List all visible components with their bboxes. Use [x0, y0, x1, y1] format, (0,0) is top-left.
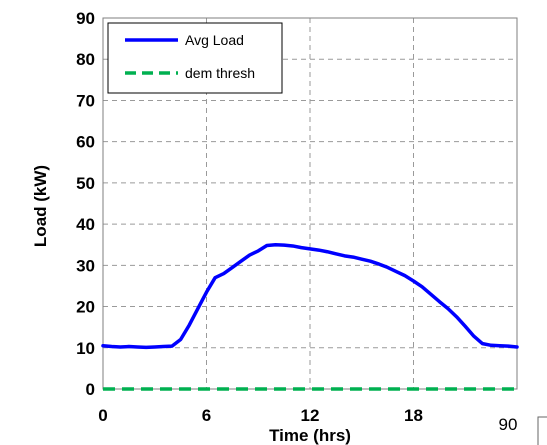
- y-tick-label: 10: [76, 339, 95, 358]
- plot-border: [102, 17, 518, 390]
- y-tick-label: 60: [76, 133, 95, 152]
- x-tick-label: 6: [202, 406, 211, 425]
- y-tick-label: 90: [76, 9, 95, 28]
- series-line-avg-load: [101, 242, 519, 350]
- stray-label: 90: [499, 415, 518, 434]
- x-tick-label: 0: [98, 406, 107, 425]
- y-tick-label: 50: [76, 174, 95, 193]
- x-axis-title: Time (hrs): [269, 426, 351, 445]
- y-tick-label: 0: [86, 380, 95, 399]
- y-tick-label: 80: [76, 50, 95, 69]
- y-tick-label: 20: [76, 298, 95, 317]
- legend-label: dem thresh: [185, 65, 255, 81]
- x-tick-label: 18: [404, 406, 423, 425]
- y-tick-label: 70: [76, 91, 95, 110]
- y-axis-title: Load (kW): [31, 165, 50, 247]
- x-tick-label: 12: [301, 406, 320, 425]
- y-tick-label: 30: [76, 256, 95, 275]
- y-tick-label: 40: [76, 215, 95, 234]
- partial-panel-outline: [537, 416, 547, 445]
- legend-label: Avg Load: [185, 32, 244, 48]
- legend-box: [107, 22, 283, 94]
